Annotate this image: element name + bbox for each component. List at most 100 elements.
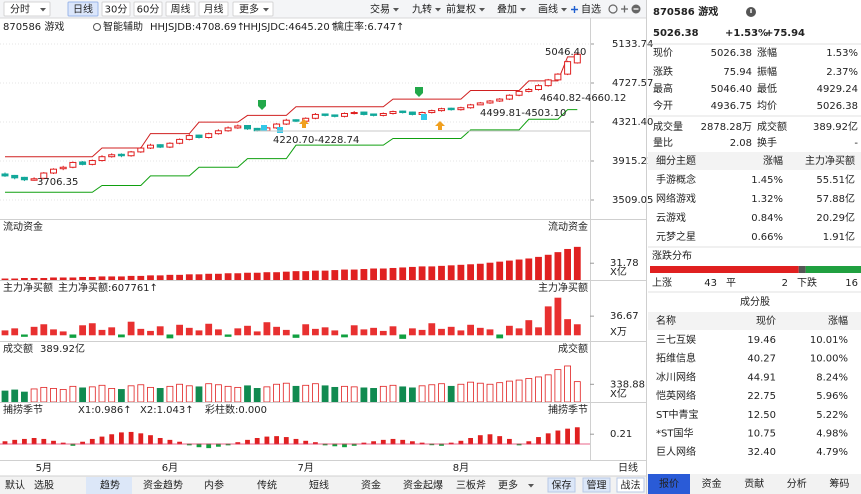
bottom-tab[interactable]: 资金 [361,479,381,492]
bar [554,252,562,281]
stock-name[interactable]: 恺英网络 [656,389,696,402]
right-tab[interactable]: 筹码 [829,477,849,490]
tool-button[interactable]: 九转 [412,3,432,16]
theme-name[interactable]: 手游概念 [656,173,696,186]
stock-name[interactable]: 三七互娱 [656,333,696,346]
period-button-bg[interactable] [198,1,229,17]
bar [148,435,153,445]
tool-button[interactable]: 交易 [370,3,390,16]
bottom-tab[interactable]: 默认 [5,479,25,492]
bar [137,275,145,281]
bar [176,274,184,281]
stock-name[interactable]: 冰川网络 [656,370,696,383]
stock-change: 10.01% [810,335,848,346]
watch-button[interactable]: 自选 [581,3,601,16]
candle-body [108,154,116,158]
right-tab[interactable]: 资金 [702,477,722,490]
field-value: 2.08 [730,138,752,149]
right-tab[interactable]: 报价 [659,477,679,490]
bar [341,334,348,338]
bar [137,328,145,336]
bar [505,325,513,336]
field-value: 5026.38 [817,101,858,112]
bar [311,270,319,281]
bottom-tab[interactable]: 三板斧 [456,479,486,492]
field-label: 换手 [757,136,777,149]
period-button-bg[interactable] [3,1,51,17]
period-button[interactable]: 月线 [204,3,224,16]
bar [195,274,203,281]
period-button[interactable]: 周线 [171,3,191,16]
bar [564,319,571,336]
theme-name[interactable]: 网络游戏 [656,192,696,205]
theme-name[interactable]: 元梦之星 [656,230,696,243]
right-tab[interactable]: 贡献 [744,477,764,490]
action-button[interactable]: 保存 [552,479,572,492]
action-button[interactable]: 战法 [621,479,641,492]
bar [487,434,493,445]
period-button[interactable]: 60分 [137,4,160,16]
bottom-tab[interactable]: 资金趋势 [143,479,183,492]
action-button[interactable]: 管理 [587,479,607,492]
bottom-tab[interactable]: 短线 [309,479,329,492]
bar [253,331,261,336]
period-button-bg[interactable] [165,1,196,17]
bar [40,278,48,281]
bar [554,297,562,336]
field-label: 振幅 [757,65,777,78]
bar [380,439,386,445]
period-button[interactable]: 日线 [73,3,93,16]
candle-body [282,119,290,125]
period-button-bg[interactable] [101,1,131,17]
bar [69,277,77,281]
bottom-tab[interactable]: 趋势 [100,479,120,492]
zoom-in-icon[interactable] [621,5,628,13]
bar [496,382,504,403]
bottom-tab[interactable]: 更多 [498,479,518,492]
period-button[interactable]: 分时 [10,4,30,16]
signal-icon [258,100,266,110]
candle-body [370,113,378,116]
tool-button[interactable]: 画线 [538,3,558,16]
bar [137,384,145,403]
quote-price: 5026.38 [653,28,699,39]
refresh-icon[interactable] [608,4,618,14]
bar [166,385,174,403]
bar [408,387,416,403]
stock-name[interactable]: 巨人网络 [656,445,696,458]
bar [50,329,57,336]
distribution-title: 涨跌分布 [652,249,692,262]
stock-name[interactable]: ST中青宝 [656,408,698,421]
unit-label: X万 [610,327,627,338]
bar [214,273,222,281]
bar [109,434,115,445]
bar [292,385,300,403]
candle-body [457,107,465,111]
period-button-bg[interactable] [133,1,163,17]
field-value: 75.94 [723,67,752,78]
bar [196,443,202,448]
bottom-tab[interactable]: 传统 [257,479,277,492]
bar [505,260,513,281]
bottom-tab[interactable]: 选股 [34,479,54,492]
stock-name[interactable]: *ST国华 [656,427,693,440]
bar [244,325,251,336]
bar [273,326,281,336]
period-button-bg[interactable] [232,1,274,17]
bottom-tab[interactable]: 内参 [204,479,224,492]
bar [282,271,290,281]
period-button[interactable]: 更多 [239,3,259,16]
bar [496,261,504,281]
bar [205,383,213,403]
tool-button[interactable]: 叠加 [497,4,517,16]
bottom-tab[interactable]: 资金起爆 [403,479,443,492]
tool-button[interactable]: 前复权 [446,3,476,16]
bar [497,436,503,445]
bar [59,277,67,281]
period-button[interactable]: 30分 [105,4,128,16]
right-tab[interactable]: 分析 [787,477,807,490]
stock-price: 40.27 [747,354,776,365]
theme-name[interactable]: 云游戏 [656,211,686,224]
signal-marker [421,114,427,120]
stock-name[interactable]: 拓维信息 [656,352,696,365]
